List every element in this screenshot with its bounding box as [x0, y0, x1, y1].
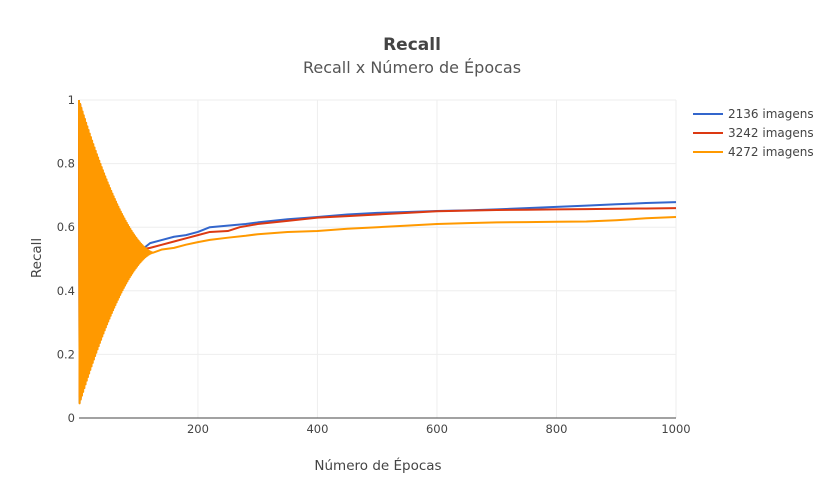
x-tick-label: 1000: [661, 422, 690, 436]
series-line-0: [78, 99, 677, 404]
x-tick-label: 200: [187, 422, 209, 436]
series-line-2: [78, 99, 677, 405]
legend-label-0: 2136 imagens: [728, 107, 814, 121]
x-axis-title: Número de Épocas: [314, 457, 441, 474]
y-tick-label: 1: [68, 93, 75, 107]
legend-label-2: 4272 imagens: [728, 145, 814, 159]
x-tick-label: 400: [306, 422, 328, 436]
y-tick-label: 0.6: [57, 220, 75, 234]
legend-label-1: 3242 imagens: [728, 126, 814, 140]
axes: 200 400 600 800 1000 0 0.2 0.4 0.6 0.8 1: [57, 93, 691, 436]
x-tick-label: 600: [426, 422, 448, 436]
x-tick-label: 800: [546, 422, 568, 436]
plot-area: [78, 99, 677, 405]
y-tick-label: 0.2: [57, 347, 75, 361]
chart-title: Recall: [383, 35, 441, 55]
y-tick-label: 0.4: [57, 284, 75, 298]
chart-subtitle: Recall x Número de Épocas: [303, 58, 521, 77]
y-axis-title: Recall: [29, 238, 45, 278]
y-tick-label: 0.8: [57, 157, 75, 171]
legend[interactable]: 2136 imagens 3242 imagens 4272 imagens: [693, 107, 814, 159]
y-tick-label: 0: [68, 411, 75, 425]
gridlines: [79, 99, 677, 419]
